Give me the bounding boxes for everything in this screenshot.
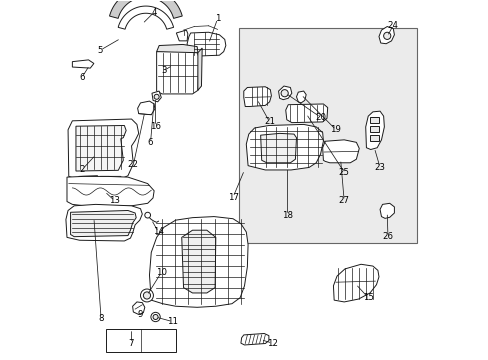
Circle shape bbox=[140, 289, 153, 302]
Text: 7: 7 bbox=[128, 339, 134, 348]
Text: 5: 5 bbox=[98, 46, 103, 55]
Polygon shape bbox=[378, 27, 394, 44]
Polygon shape bbox=[244, 87, 271, 107]
Polygon shape bbox=[260, 134, 296, 163]
Polygon shape bbox=[68, 119, 139, 178]
Polygon shape bbox=[365, 111, 384, 149]
Text: 17: 17 bbox=[227, 193, 238, 202]
Circle shape bbox=[281, 90, 287, 97]
Text: 19: 19 bbox=[330, 125, 341, 134]
Circle shape bbox=[151, 312, 160, 321]
Text: 11: 11 bbox=[167, 317, 178, 326]
Circle shape bbox=[144, 212, 150, 218]
Text: 20: 20 bbox=[314, 113, 325, 122]
Text: 6: 6 bbox=[79, 73, 84, 82]
Polygon shape bbox=[278, 86, 291, 100]
Polygon shape bbox=[322, 140, 359, 163]
Polygon shape bbox=[369, 135, 378, 140]
Polygon shape bbox=[285, 104, 327, 123]
Text: 22: 22 bbox=[127, 161, 139, 170]
Polygon shape bbox=[246, 125, 323, 170]
Text: 23: 23 bbox=[374, 163, 385, 172]
Polygon shape bbox=[176, 30, 187, 41]
Text: 21: 21 bbox=[264, 117, 275, 126]
Text: 12: 12 bbox=[266, 339, 277, 348]
Text: 3: 3 bbox=[161, 66, 166, 75]
Circle shape bbox=[153, 315, 158, 319]
Polygon shape bbox=[118, 6, 173, 29]
Polygon shape bbox=[296, 91, 305, 103]
Text: 18: 18 bbox=[282, 211, 292, 220]
Polygon shape bbox=[182, 230, 215, 293]
Text: 14: 14 bbox=[153, 228, 163, 237]
Polygon shape bbox=[187, 32, 225, 56]
Text: 13: 13 bbox=[109, 196, 120, 205]
Polygon shape bbox=[72, 60, 94, 68]
Circle shape bbox=[383, 32, 390, 40]
Polygon shape bbox=[100, 176, 122, 184]
Circle shape bbox=[143, 292, 150, 299]
Text: 8: 8 bbox=[98, 314, 103, 323]
Polygon shape bbox=[198, 48, 202, 90]
Polygon shape bbox=[333, 264, 378, 302]
Polygon shape bbox=[152, 91, 161, 102]
Text: 6: 6 bbox=[147, 138, 153, 147]
Polygon shape bbox=[379, 203, 394, 219]
Text: 10: 10 bbox=[156, 268, 166, 277]
Bar bbox=[239, 28, 416, 243]
Text: 1: 1 bbox=[214, 14, 220, 23]
Polygon shape bbox=[66, 204, 142, 241]
Text: 25: 25 bbox=[338, 168, 349, 177]
Text: 2: 2 bbox=[80, 165, 85, 174]
Polygon shape bbox=[369, 117, 378, 123]
Polygon shape bbox=[241, 333, 268, 345]
Polygon shape bbox=[369, 126, 378, 132]
Polygon shape bbox=[156, 44, 198, 53]
Text: 15: 15 bbox=[362, 293, 373, 302]
Polygon shape bbox=[67, 176, 154, 207]
Text: 16: 16 bbox=[150, 122, 161, 131]
Polygon shape bbox=[76, 126, 126, 171]
Polygon shape bbox=[137, 101, 155, 115]
Circle shape bbox=[154, 94, 159, 99]
Text: 4: 4 bbox=[151, 8, 157, 17]
Polygon shape bbox=[156, 51, 198, 94]
Polygon shape bbox=[149, 217, 247, 307]
Bar bbox=[106, 329, 176, 352]
Text: 24: 24 bbox=[387, 21, 398, 30]
Polygon shape bbox=[70, 211, 136, 237]
Polygon shape bbox=[109, 0, 182, 18]
Text: 9: 9 bbox=[138, 310, 143, 319]
Polygon shape bbox=[132, 302, 144, 315]
Polygon shape bbox=[79, 176, 98, 184]
Text: 27: 27 bbox=[338, 196, 349, 205]
Text: 26: 26 bbox=[382, 232, 393, 241]
